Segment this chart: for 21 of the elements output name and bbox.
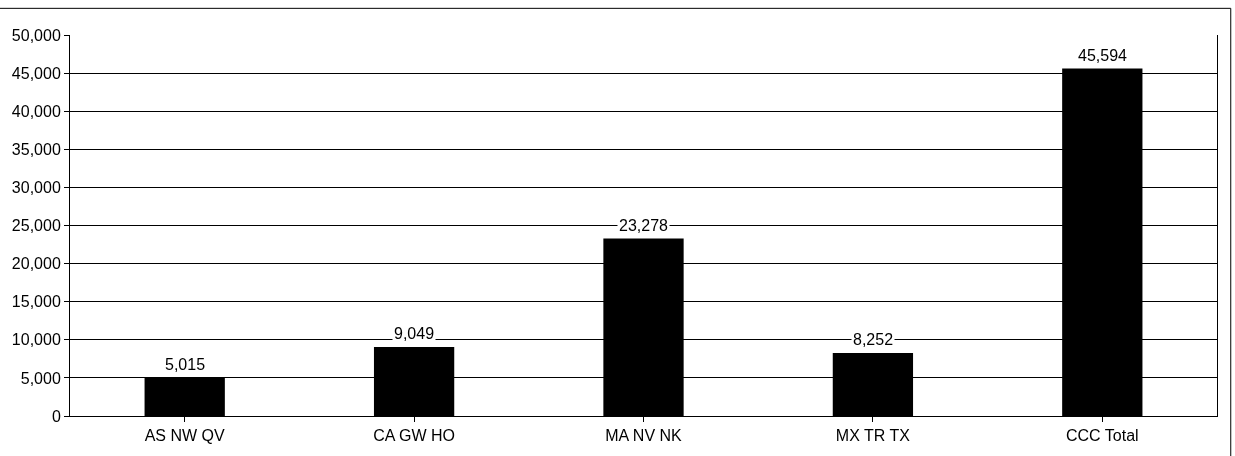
y-tick-label: 35,000 [11, 140, 61, 158]
y-tick-label: 50,000 [11, 26, 61, 44]
y-tick-label: 0 [51, 407, 61, 425]
x-tick-label: CCC Total [1065, 427, 1139, 445]
y-tick-label: 40,000 [11, 102, 61, 120]
data-label: 45,594 [1078, 47, 1128, 64]
y-tick-label: 15,000 [11, 293, 61, 311]
x-tick-label: CA GW HO [373, 427, 455, 445]
data-label: 8,252 [853, 331, 894, 348]
x-tick-label: MA NV NK [605, 427, 683, 445]
y-tick-label: 10,000 [11, 331, 61, 349]
x-tick-label: AS NW QV [144, 427, 226, 445]
y-tick-label: 25,000 [11, 217, 61, 235]
y-tick-label: 5,000 [20, 369, 61, 387]
y-tick-label: 20,000 [11, 255, 61, 273]
data-label: 5,015 [165, 356, 206, 373]
x-tick-label: MX TR TX [835, 427, 911, 445]
y-tick-label: 45,000 [11, 64, 61, 82]
data-label: 9,049 [394, 325, 435, 342]
y-tick-label: 30,000 [11, 179, 61, 196]
data-label: 23,278 [619, 217, 669, 234]
